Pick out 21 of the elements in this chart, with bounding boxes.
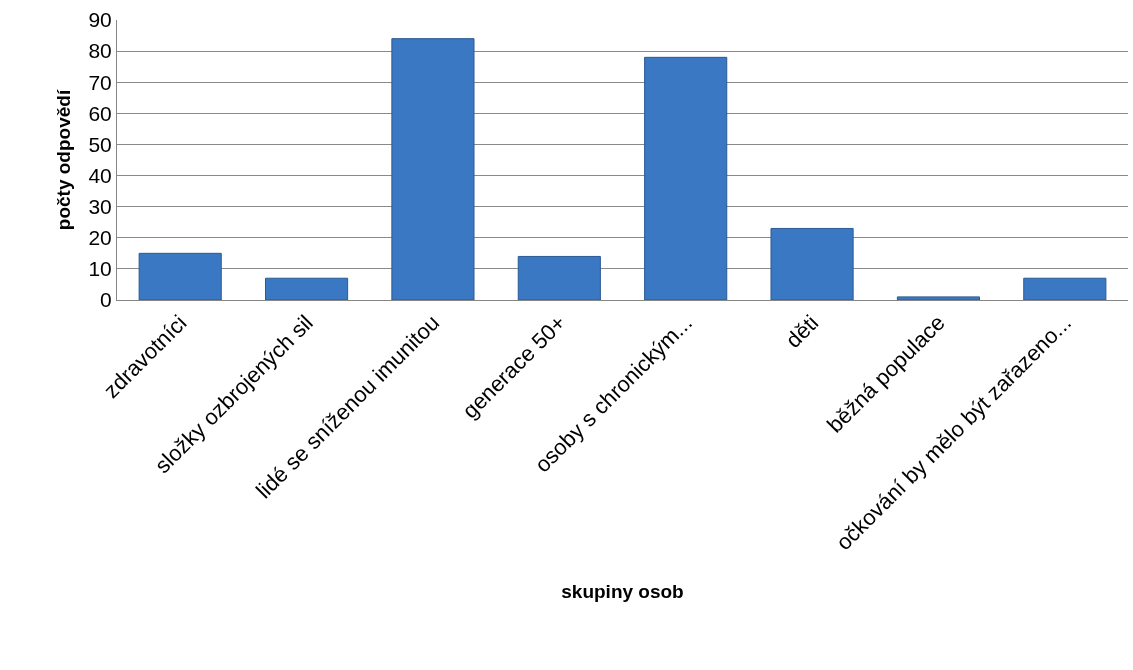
y-tick-label: 0 — [100, 288, 112, 312]
bar — [644, 56, 728, 300]
bar — [517, 255, 601, 300]
x-tick-label: děti — [780, 310, 824, 353]
bar — [1023, 277, 1107, 300]
y-tick-label: 70 — [88, 70, 112, 94]
y-axis-title: počty odpovědí — [53, 89, 75, 231]
y-tick-label: 10 — [88, 257, 112, 281]
bar — [264, 277, 349, 300]
y-tick-label: 40 — [88, 163, 112, 187]
bar — [138, 252, 222, 300]
y-tick-label: 90 — [88, 8, 112, 32]
bar — [896, 296, 981, 300]
bar — [391, 38, 475, 300]
x-axis-title: skupiny osob — [561, 580, 684, 602]
y-tick-label: 60 — [88, 101, 112, 125]
y-tick-label: 30 — [88, 195, 112, 219]
bar — [770, 227, 854, 300]
y-tick-label: 20 — [88, 226, 112, 250]
y-tick-label: 50 — [88, 132, 112, 156]
y-tick-label: 80 — [88, 39, 112, 63]
